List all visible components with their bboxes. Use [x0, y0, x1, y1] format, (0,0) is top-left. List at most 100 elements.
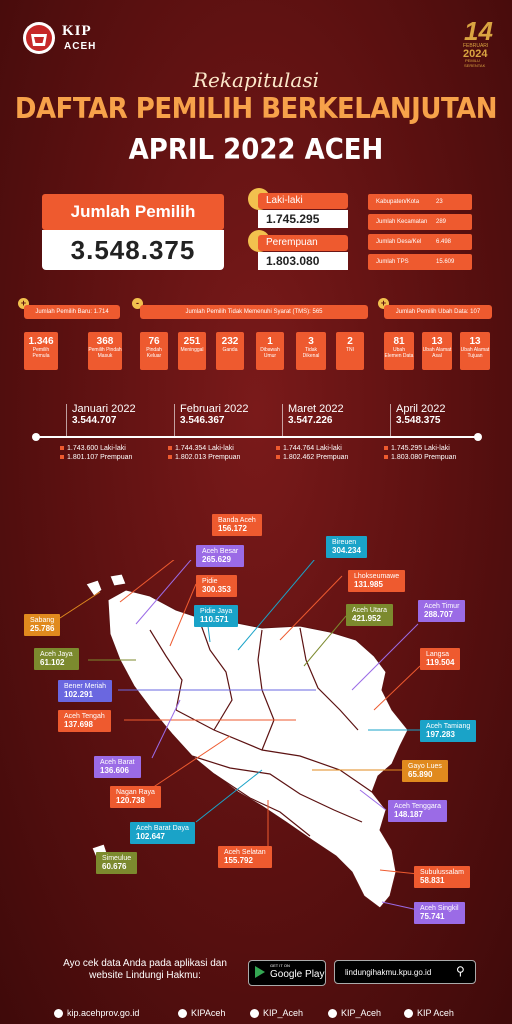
- leader-lines: [59, 560, 421, 911]
- tms-header: Jumlah Pemilih Tidak Memenuhi Syarat (TM…: [140, 305, 368, 319]
- pemilu-logo-serentak: SERENTAK: [464, 63, 486, 68]
- region-aceh-utara: Aceh Utara 421.952: [346, 604, 394, 626]
- region-aceh-jaya: Aceh Jaya 61.102: [34, 648, 79, 670]
- timeline-entry-januari: Januari 2022 3.544.707: [72, 403, 136, 426]
- region-subulussalam: Subulussalam 58.831: [414, 866, 470, 888]
- region-gayo-lues: Gayo Lues 65.890: [402, 760, 448, 782]
- google-play-text: Google Play: [270, 969, 325, 980]
- aceh-map: [59, 560, 421, 911]
- region-banda-aceh: Banda Aceh 156.172: [212, 514, 262, 536]
- region-aceh-selatan: Aceh Selatan 155.792: [218, 846, 272, 868]
- region-bener-meriah: Bener Meriah 102.291: [58, 680, 113, 702]
- pemilu-logo-month: FEBRUARI: [463, 43, 488, 49]
- pemilu-2024-logo: 14 FEBRUARI 2024 PEMILU SERENTAK: [463, 16, 493, 68]
- social-youtube[interactable]: KIP Aceh: [404, 1008, 454, 1019]
- weh-island-shape: [109, 573, 127, 587]
- tms-item: 251 Meninggal: [178, 332, 206, 370]
- search-icon[interactable]: ⚲: [456, 964, 465, 978]
- social-twitter[interactable]: KIP_Aceh: [328, 1008, 381, 1019]
- timeline-detail-april: 1.745.295 Laki-laki 1.803.080 Prempuan: [384, 444, 456, 462]
- pemilu-logo-year: 2024: [463, 48, 488, 60]
- region-aceh-barat-daya: Aceh Barat Daya 102.647: [130, 822, 195, 844]
- pemilu-logo-day: 14: [464, 16, 493, 46]
- timeline-detail-januari: 1.743.600 Laki-laki 1.801.107 Prempuan: [60, 444, 132, 462]
- tms-item: 2 TNI: [336, 332, 364, 370]
- region-aceh-singkil: Aceh Singkil 75.741: [414, 902, 465, 924]
- district-borders: [149, 621, 373, 837]
- timeline-tick: [282, 404, 283, 438]
- page-subtitle: APRIL 2022 ACEH: [128, 133, 384, 167]
- changed-item: 13 Ubah Alamat Tujuan: [460, 332, 490, 370]
- region-pidie-jaya: Pidie Jaya 110.571: [194, 605, 239, 627]
- stat-tps: Jumlah TPS 15.609: [368, 254, 472, 270]
- region-nagan-raya: Nagan Raya 120.738: [110, 786, 161, 808]
- tms-item: 1 Dibawah Umur: [256, 332, 284, 370]
- region-langsa: Langsa 119.504: [420, 648, 461, 670]
- aceh-mainland-shape: [107, 589, 409, 909]
- region-aceh-besar: Aceh Besar 265.629: [196, 545, 245, 567]
- changed-header: Jumlah Pemilih Ubah Data: 107: [384, 305, 492, 319]
- kpu-logo: [23, 22, 55, 54]
- tms-item: 3 Tidak Dikenal: [296, 332, 326, 370]
- timeline-end-dot: [474, 433, 482, 441]
- footer-cta: Ayo cek data Anda pada aplikasi dan webs…: [63, 958, 227, 981]
- region-bireuen: Bireuen 304.234: [326, 536, 367, 558]
- region-aceh-barat: Aceh Barat 136.606: [94, 756, 141, 778]
- timeline-start-dot: [32, 433, 40, 441]
- timeline-detail-maret: 1.744.764 Laki-laki 1.802.462 Prempuan: [276, 444, 348, 462]
- new-voters-item: 368 Pemilih Pindah Masuk: [88, 332, 122, 370]
- twitter-icon: [328, 1009, 337, 1019]
- new-voters-item: 1.346 Pemilih Pemula: [24, 332, 58, 370]
- plus-icon: +: [18, 298, 29, 309]
- timeline-entry-maret: Maret 2022 3.547.226: [288, 403, 344, 426]
- region-lhokseumawe: Lhokseumawe 131.985: [348, 570, 406, 592]
- changed-item: 81 Ubah Elemen Data: [384, 332, 414, 370]
- social-facebook[interactable]: KIPAceh: [178, 1008, 225, 1019]
- stat-kabupaten: Kabupaten/Kota 23: [368, 194, 472, 210]
- male-value: 1.745.295: [258, 210, 348, 228]
- sabang-island-shape: [85, 579, 103, 597]
- female-label: Perempuan: [258, 235, 348, 251]
- facebook-icon: [178, 1009, 187, 1019]
- region-simeulue: Simeulue 60.676: [96, 852, 138, 874]
- stat-kecamatan: Jumlah Kecamatan 289: [368, 214, 472, 230]
- title-script: Rekapitulasi: [192, 68, 320, 92]
- timeline-tick: [66, 404, 67, 438]
- timeline-tick: [174, 404, 175, 438]
- timeline-entry-februari: Februari 2022 3.546.367: [180, 403, 249, 426]
- instagram-icon: [250, 1009, 259, 1019]
- male-label: Laki-laki: [258, 193, 348, 209]
- org-name: KIP: [62, 23, 92, 39]
- timeline-detail-februari: 1.744.354 Laki-laki 1.802.013 Prempuan: [168, 444, 240, 462]
- region-aceh-tamiang: Aceh Tamiang 197.283: [420, 720, 477, 742]
- org-region: ACEH: [64, 41, 97, 52]
- lindungi-hakmu-link[interactable]: lindungihakmu.kpu.go.id: [334, 960, 476, 984]
- timeline-entry-april: April 2022 3.548.375: [396, 403, 446, 426]
- timeline-line: [34, 436, 478, 438]
- stat-desa: Jumlah Desa/Kel 6.498: [368, 234, 472, 250]
- region-aceh-tenggara: Aceh Tenggara 148.187: [388, 800, 447, 822]
- plus-icon: +: [378, 298, 389, 309]
- timeline-tick: [390, 404, 391, 438]
- total-voters-value: 3.548.375: [42, 230, 224, 270]
- total-voters-label: Jumlah Pemilih: [42, 194, 224, 230]
- globe-icon: [54, 1009, 63, 1019]
- tms-item: 232 Ganda: [216, 332, 244, 370]
- social-website[interactable]: kip.acehprov.go.id: [54, 1008, 139, 1019]
- youtube-icon: [404, 1009, 413, 1019]
- new-voters-header: Jumlah Pemilih Baru: 1.714: [24, 305, 120, 319]
- region-sabang: Sabang 25.786: [24, 614, 61, 636]
- pemilu-logo-word: PEMILU: [465, 58, 480, 63]
- play-store-icon: [255, 966, 265, 978]
- region-aceh-timur: Aceh Timur 288.707: [418, 600, 466, 622]
- google-play-small-text: GET IT ON: [270, 963, 290, 968]
- minus-icon: -: [132, 298, 143, 309]
- social-instagram[interactable]: KIP_Aceh: [250, 1008, 303, 1019]
- changed-item: 13 Ubah Alamat Asal: [422, 332, 452, 370]
- female-value: 1.803.080: [258, 252, 348, 270]
- region-pidie: Pidie 300.353: [196, 575, 237, 597]
- tms-item: 76 Pindah Keluar: [140, 332, 168, 370]
- region-aceh-tengah: Aceh Tengah 137.698: [58, 710, 111, 732]
- page-title: DAFTAR PEMILIH BERKELANJUTAN: [14, 92, 498, 126]
